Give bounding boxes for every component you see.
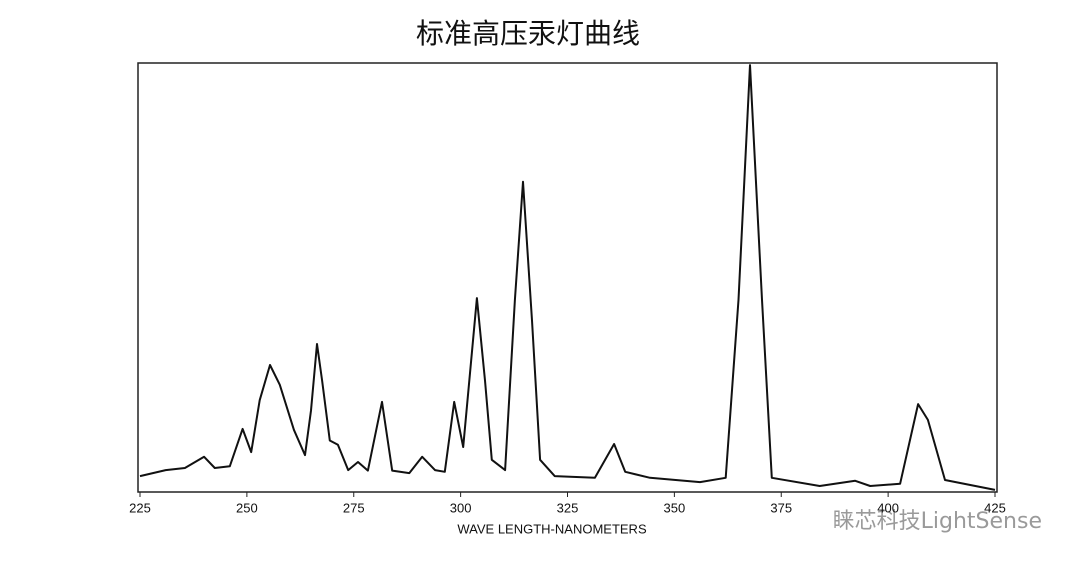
chart-title: 标准高压汞灯曲线 xyxy=(416,17,640,50)
x-tick-label: 350 xyxy=(664,500,686,515)
x-axis-label: WAVE LENGTH-NANOMETERS xyxy=(457,521,647,536)
x-tick-label: 375 xyxy=(770,500,792,515)
watermark: 睐芯科技LightSense xyxy=(833,509,1042,534)
x-tick-label: 300 xyxy=(450,500,472,515)
x-tick-label: 325 xyxy=(557,500,579,515)
spectrum-line xyxy=(139,64,996,491)
x-tick-label: 250 xyxy=(236,500,258,515)
plot-frame xyxy=(137,62,998,493)
x-tick-label: 400 xyxy=(877,500,899,515)
x-tick-label: 275 xyxy=(343,500,365,515)
x-tick-label: 425 xyxy=(984,500,1006,515)
x-tick-label: 225 xyxy=(129,500,151,515)
